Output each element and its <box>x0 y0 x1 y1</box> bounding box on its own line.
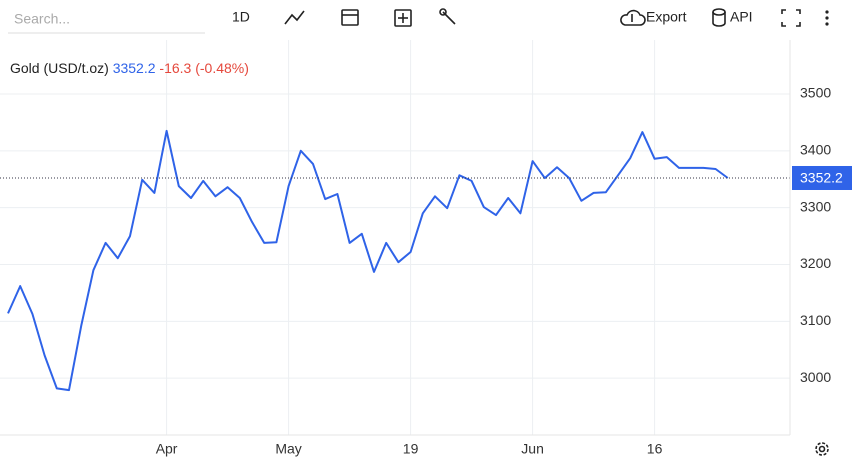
chart-header: Gold (USD/t.oz) 3352.2 -16.3 (-0.48%) <box>10 60 249 76</box>
api-icon[interactable] <box>712 8 726 27</box>
instrument-name: Gold (USD/t.oz) <box>10 60 109 76</box>
interval-button[interactable]: 1D <box>232 9 250 25</box>
add-icon[interactable] <box>394 9 412 27</box>
y-tick-label: 3200 <box>800 255 831 271</box>
y-tick-label: 3500 <box>800 85 831 101</box>
export-button[interactable] <box>620 9 646 26</box>
api-label[interactable]: API <box>730 9 753 25</box>
settings-tool-icon[interactable] <box>439 8 456 25</box>
last-price-tag-label: 3352.2 <box>800 170 843 186</box>
y-tick-label: 3100 <box>800 312 831 328</box>
x-tick-label: Jun <box>521 441 544 457</box>
export-label[interactable]: Export <box>646 9 687 25</box>
x-tick-label: 19 <box>403 441 419 457</box>
toolbar: Search... 1D Export API <box>8 8 829 34</box>
y-tick-label: 3000 <box>800 369 831 385</box>
chart-type-icon[interactable] <box>284 10 305 25</box>
menu-icon[interactable] <box>825 10 829 26</box>
price-change-pct: (-0.48%) <box>195 60 249 76</box>
x-tick-label: 16 <box>647 441 663 457</box>
price-change: -16.3 <box>159 60 191 76</box>
y-tick-label: 3400 <box>800 142 831 158</box>
search-input[interactable]: Search... <box>14 11 70 27</box>
calendar-icon[interactable] <box>341 9 359 26</box>
last-price-tag <box>792 165 852 190</box>
x-tick-label: May <box>275 441 301 457</box>
y-tick-label: 3300 <box>800 198 831 214</box>
price-line <box>7 129 729 392</box>
last-price: 3352.2 <box>113 60 156 76</box>
fullscreen-icon[interactable] <box>781 9 801 27</box>
x-tick-label: Apr <box>156 441 178 457</box>
gear-icon[interactable] <box>815 442 829 456</box>
